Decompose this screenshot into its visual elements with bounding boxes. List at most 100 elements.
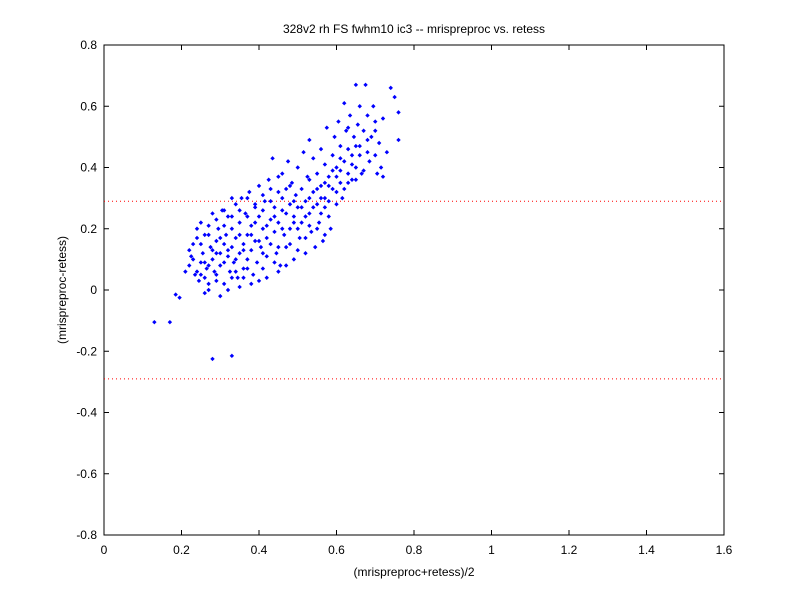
data-point — [173, 292, 178, 297]
data-point — [280, 208, 285, 213]
data-point — [264, 223, 269, 228]
data-point — [396, 110, 401, 115]
data-point — [338, 168, 343, 173]
data-point — [152, 319, 157, 325]
data-point — [233, 235, 238, 241]
x-tick-label: 1 — [488, 543, 495, 557]
data-point — [378, 165, 384, 170]
data-point — [353, 165, 359, 170]
data-point — [190, 241, 196, 247]
data-point — [312, 244, 318, 250]
data-point — [268, 186, 273, 192]
data-point — [318, 146, 324, 152]
data-point — [291, 198, 297, 204]
data-point — [256, 183, 262, 189]
y-tick-label: 0.2 — [80, 222, 97, 236]
data-point — [334, 174, 339, 179]
data-point — [311, 189, 316, 195]
data-point — [264, 235, 269, 241]
x-tick-label: 0 — [101, 543, 108, 557]
data-point — [241, 266, 246, 271]
data-point — [249, 281, 254, 287]
data-point — [322, 180, 328, 186]
data-point — [318, 211, 324, 216]
x-tick-label: 0.2 — [173, 543, 190, 557]
data-point — [194, 226, 200, 231]
data-point — [380, 116, 386, 121]
data-point — [345, 180, 351, 186]
data-point — [314, 186, 320, 192]
data-point — [283, 244, 289, 250]
data-point — [334, 189, 339, 195]
data-point — [206, 281, 211, 287]
data-point — [256, 214, 262, 219]
data-point — [210, 211, 215, 216]
data-point — [237, 232, 242, 238]
data-point — [177, 295, 182, 300]
data-point — [293, 192, 299, 198]
data-point — [196, 278, 202, 284]
data-point — [202, 290, 207, 296]
data-point — [252, 238, 258, 244]
data-point — [373, 128, 378, 133]
data-point — [235, 275, 240, 280]
data-point — [318, 195, 324, 201]
x-axis-label: (mrispreproc+retess)/2 — [353, 565, 474, 579]
data-point — [283, 263, 289, 268]
y-tick-label: 0.4 — [80, 161, 97, 175]
data-point — [388, 85, 393, 91]
data-point — [334, 202, 339, 207]
data-point — [355, 122, 361, 127]
data-point — [276, 189, 281, 195]
data-point — [252, 202, 258, 207]
data-point — [272, 229, 277, 235]
data-point — [237, 251, 242, 256]
data-point — [307, 137, 312, 143]
data-point — [330, 168, 335, 173]
data-point — [316, 220, 322, 225]
data-point — [229, 214, 235, 219]
data-point — [291, 214, 297, 219]
data-point — [363, 82, 368, 88]
reference-lines — [104, 200, 724, 380]
x-axis-ticks: 0 0.2 0.4 0.6 0.8 1 1.2 1.4 1.6 — [101, 45, 733, 557]
data-point — [353, 177, 359, 182]
data-point — [276, 220, 281, 225]
data-point — [276, 269, 281, 274]
data-point — [287, 226, 293, 231]
data-point — [278, 263, 283, 268]
data-points — [152, 82, 401, 362]
data-point — [303, 198, 308, 204]
data-point — [221, 223, 227, 228]
y-tick-label: 0.8 — [80, 38, 97, 52]
data-point — [260, 226, 266, 231]
data-point — [287, 241, 293, 247]
data-point — [365, 149, 370, 155]
data-point — [326, 198, 331, 204]
data-point — [330, 153, 335, 158]
y-axis-label: (mrispreproc-retess) — [55, 236, 69, 344]
data-point — [256, 278, 262, 284]
data-point — [221, 208, 227, 213]
data-point — [239, 195, 244, 201]
data-point — [307, 223, 312, 228]
data-point — [280, 226, 285, 231]
data-point — [299, 186, 304, 192]
data-point — [272, 205, 277, 210]
data-point — [295, 205, 300, 210]
data-point — [260, 266, 266, 271]
data-point — [249, 247, 254, 253]
data-point — [214, 272, 219, 277]
data-point — [303, 251, 308, 256]
data-point — [187, 247, 192, 253]
data-point — [330, 186, 335, 192]
data-point — [322, 162, 328, 167]
data-point — [206, 232, 211, 238]
data-point — [225, 214, 231, 219]
y-axis-ticks: -0.8 -0.6 -0.4 -0.2 0 0.2 0.4 0.6 0.8 — [76, 38, 724, 542]
y-tick-label: -0.6 — [76, 467, 97, 481]
data-point — [285, 159, 291, 164]
data-point — [295, 247, 300, 253]
data-point — [268, 241, 273, 247]
